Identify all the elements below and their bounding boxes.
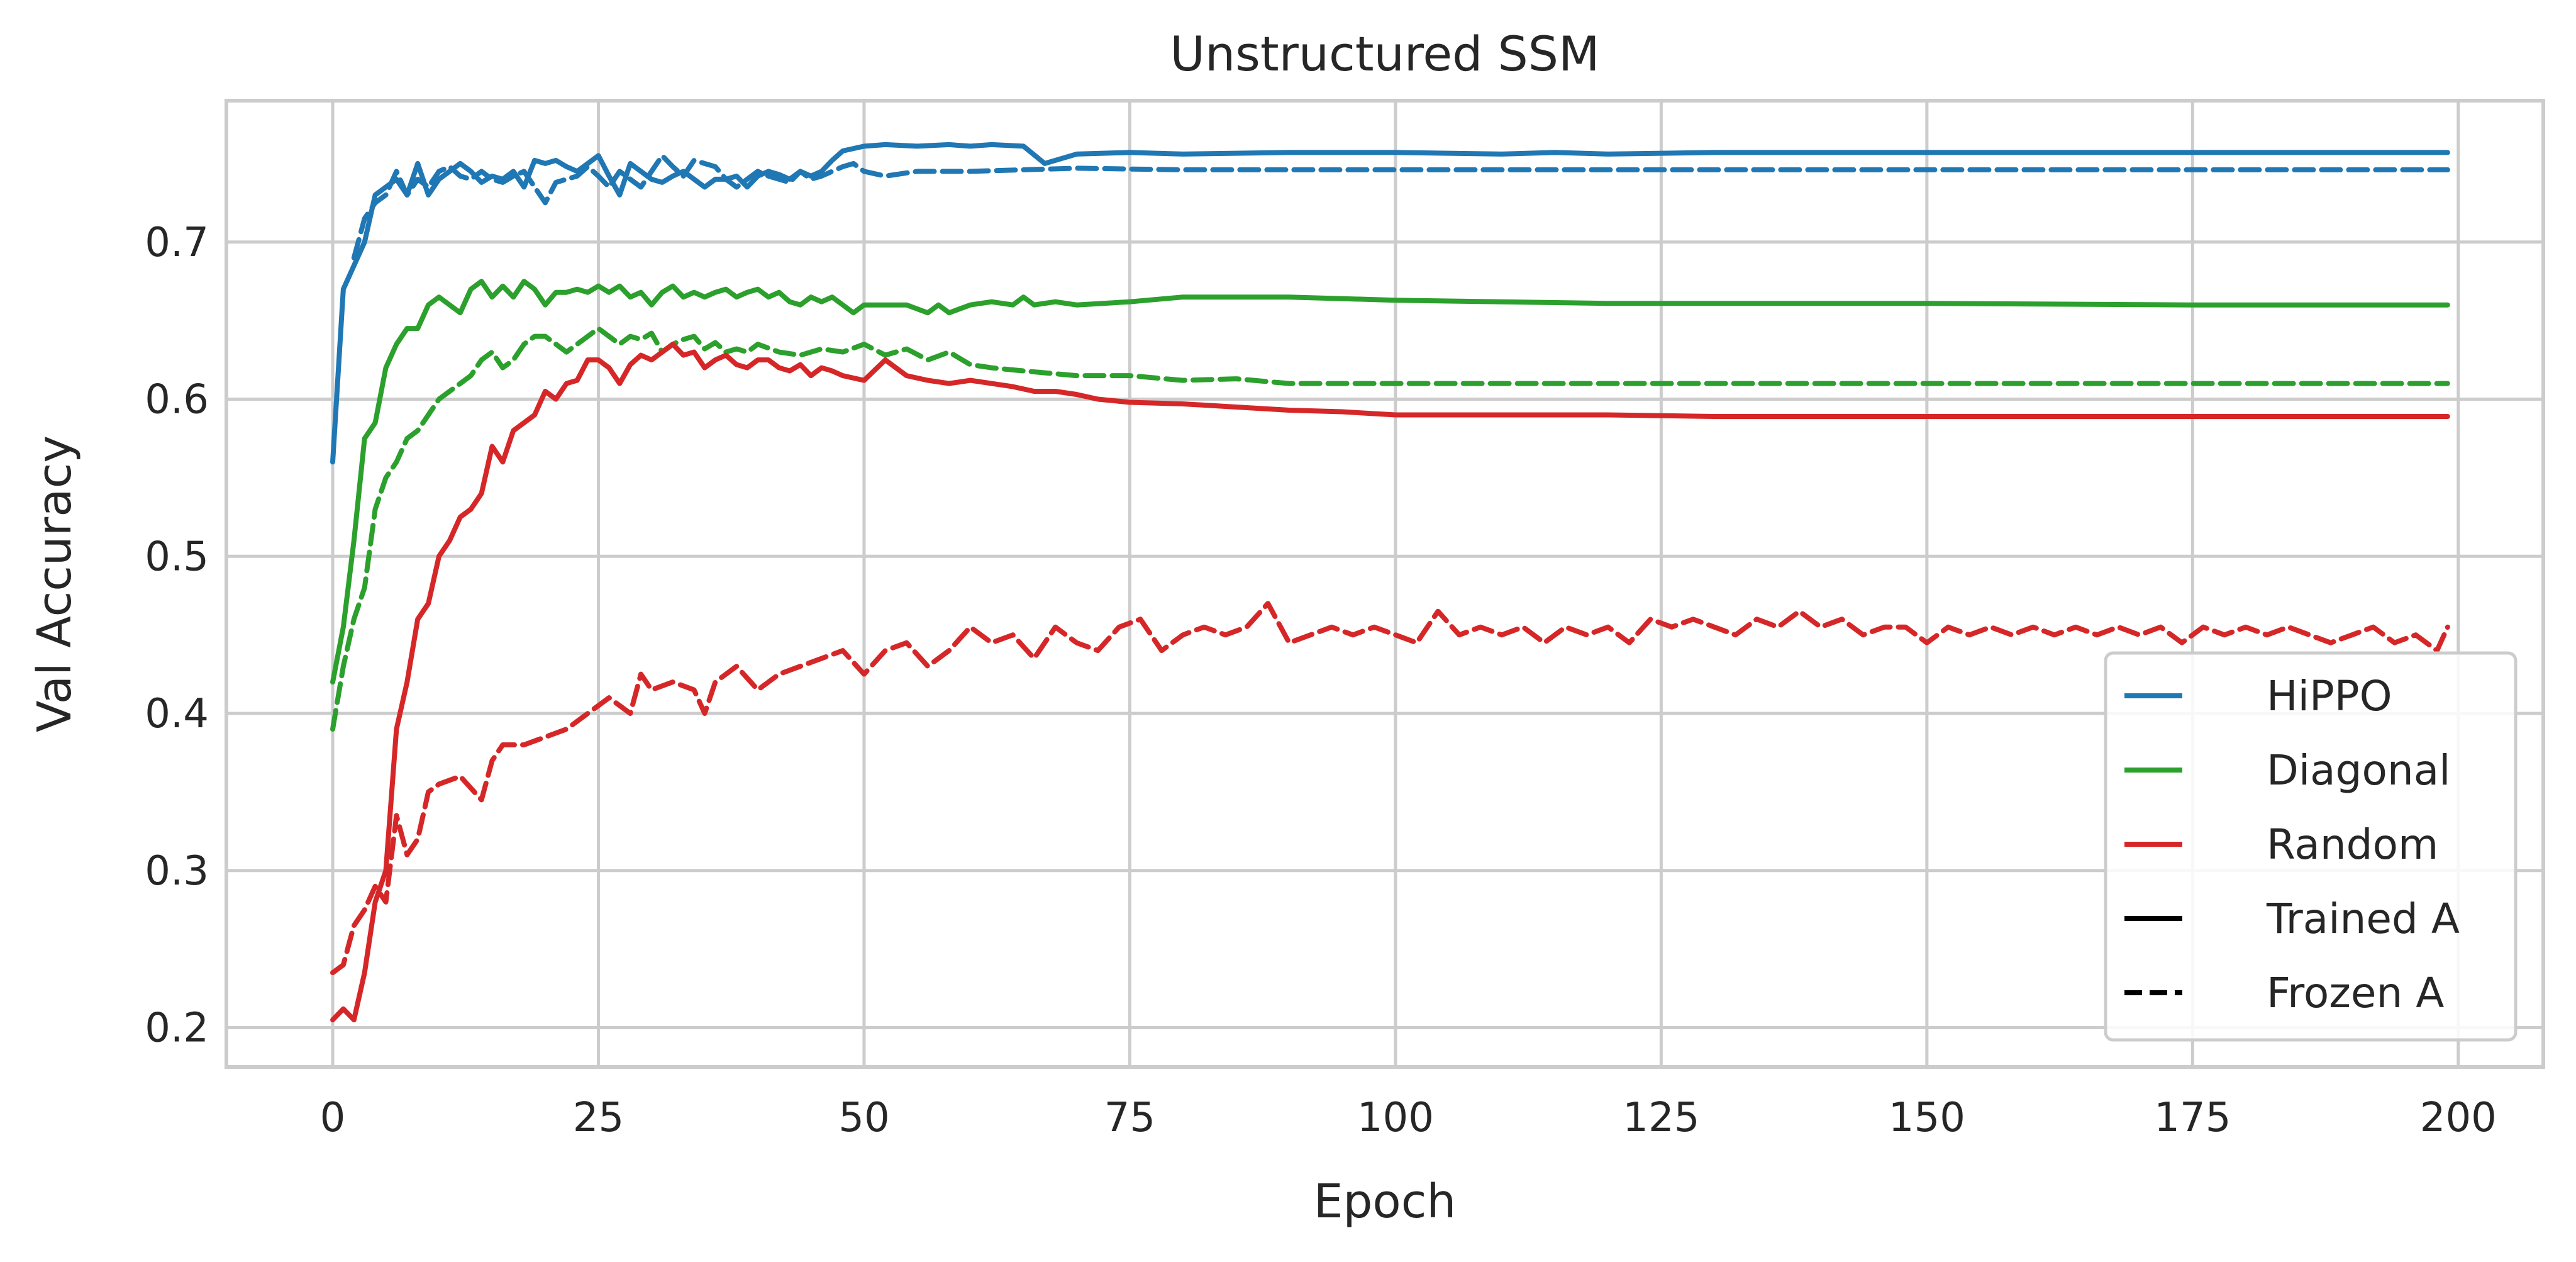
x-tick-label: 50 — [838, 1095, 889, 1141]
series-line — [330, 601, 2450, 976]
legend-label: Trained A — [2266, 895, 2460, 943]
x-tick-label: 25 — [573, 1095, 624, 1141]
y-tick-label: 0.6 — [145, 377, 209, 423]
x-tick-label: 100 — [1357, 1095, 1434, 1141]
chart-title: Unstructured SSM — [1170, 26, 1599, 82]
series-layer — [330, 142, 2450, 1023]
y-tick-labels: 0.2 0.3 0.4 0.5 0.6 0.7 — [145, 220, 209, 1052]
x-axis-label: Epoch — [1314, 1175, 1457, 1229]
y-tick-label: 0.5 — [145, 533, 209, 580]
y-tick-label: 0.2 — [145, 1005, 209, 1052]
x-tick-labels: 0 25 50 75 100 125 150 175 200 — [320, 1095, 2497, 1141]
series-line — [330, 342, 2450, 1023]
x-tick-label: 175 — [2154, 1095, 2231, 1141]
legend: HiPPO Diagonal Random Trained A Frozen A — [2104, 651, 2518, 1042]
series-line — [351, 153, 2450, 260]
x-tick-label: 75 — [1104, 1095, 1155, 1141]
legend-box — [2104, 651, 2518, 1042]
y-axis-label: Val Accuracy — [28, 435, 82, 732]
y-tick-label: 0.3 — [145, 848, 209, 895]
legend-entries: HiPPO Diagonal Random Trained A Frozen A — [2124, 672, 2460, 1017]
legend-label: HiPPO — [2267, 672, 2392, 720]
y-tick-label: 0.4 — [145, 691, 209, 737]
x-tick-label: 150 — [1889, 1095, 1965, 1141]
legend-label: Diagonal — [2267, 746, 2451, 795]
x-tick-label: 125 — [1623, 1095, 1699, 1141]
y-tick-label: 0.7 — [145, 220, 209, 266]
legend-label: Random — [2267, 820, 2438, 869]
x-tick-label: 200 — [2420, 1095, 2497, 1141]
x-tick-label: 0 — [320, 1095, 346, 1141]
plot-frame — [225, 99, 2545, 1069]
series-line — [330, 279, 2450, 685]
legend-label: Frozen A — [2267, 969, 2444, 1017]
